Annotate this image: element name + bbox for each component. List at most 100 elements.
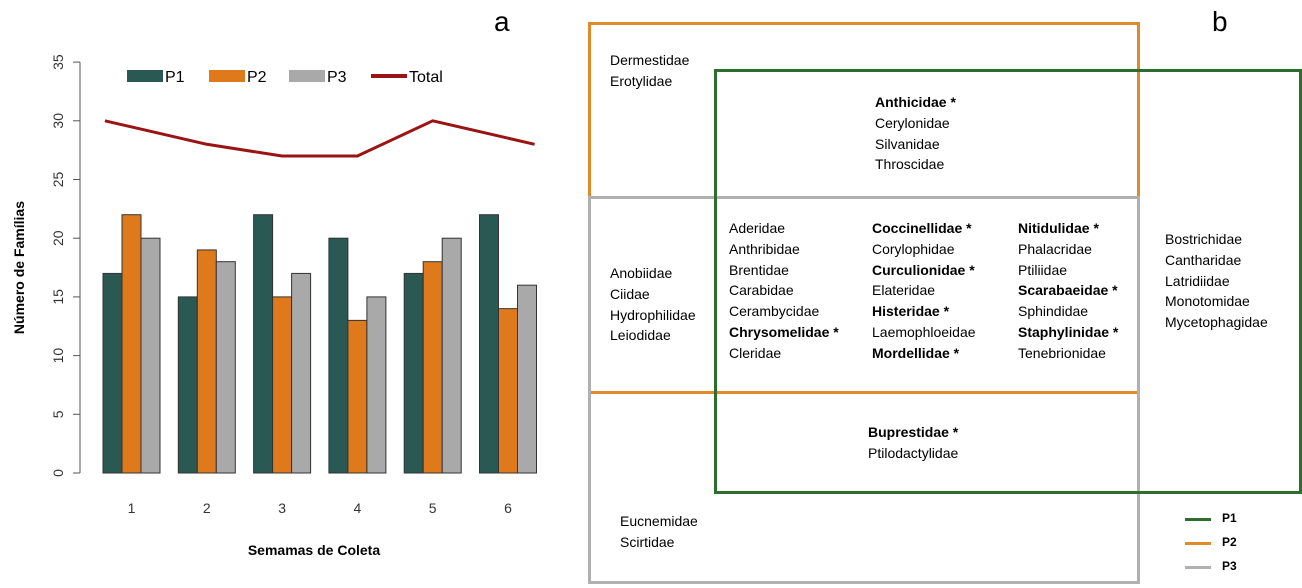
- y-tick-label: 0: [50, 469, 66, 477]
- legend-label-p3: P3: [327, 69, 347, 86]
- shared-families-col-2: Coccinellidae * Corylophidae Curculionidae…: [872, 218, 976, 364]
- family-name: Laemophloeidae: [872, 323, 976, 340]
- bar-p3-week-2: [215, 261, 236, 474]
- bar-chart-panel: a 0 5 10 15 20 25 30 35 Número de Famílias 1 2 3 4 5 6 S…: [0, 0, 560, 583]
- x-tick-label: 3: [278, 500, 286, 516]
- p1-p2-families: Anthicidae * Cerylonidae Silvanidae Throsci…: [875, 92, 956, 175]
- family-name: Monotomidae: [1165, 293, 1250, 310]
- x-axis-title: Semamas de Coleta: [248, 542, 380, 558]
- family-name: Cantharidae: [1165, 251, 1242, 268]
- legend-swatch-p2: [209, 70, 245, 82]
- family-name: Hydrophilidae: [610, 306, 696, 323]
- family-name: Brentidae: [729, 261, 789, 278]
- family-name: Corylophidae: [872, 240, 955, 257]
- family-name: Cerambycidae: [729, 303, 820, 320]
- legend-label-p2: P2: [1222, 535, 1237, 549]
- bar-p3-week-6: [517, 284, 537, 474]
- x-tick-label: 5: [429, 500, 437, 516]
- family-name: Throscidae: [875, 156, 945, 173]
- bar-p2-week-5: [422, 261, 443, 474]
- family-name: Bostrichidae: [1165, 231, 1243, 247]
- family-name: Chrysomelidae *: [729, 323, 839, 340]
- family-name: Coccinellidae *: [872, 220, 972, 236]
- family-name: Anobiidae: [610, 265, 673, 281]
- family-name: Cerylonidae: [875, 114, 950, 131]
- legend-entry-p3: P3: [1185, 559, 1285, 575]
- legend-swatch-p3: [1185, 566, 1211, 569]
- x-tick-label: 2: [203, 500, 211, 516]
- family-name: Nitidulidae *: [1018, 220, 1099, 236]
- legend-entry-p1: P1: [1185, 511, 1285, 527]
- legend-label-p1: P1: [1222, 511, 1237, 525]
- family-name: Phalacridae: [1018, 240, 1092, 257]
- bar-p1-week-4: [328, 237, 349, 474]
- panel-label-b: b: [1212, 6, 1228, 37]
- legend-entry-p2: P2: [1185, 535, 1285, 551]
- bar-p2-week-6: [498, 308, 518, 474]
- family-name: Scirtidae: [620, 533, 675, 550]
- family-name: Tenebrionidae: [1018, 344, 1106, 361]
- series-line-total: [104, 119, 535, 158]
- family-name: Mycetophagidae: [1165, 314, 1268, 331]
- p1-only-families: Bostrichidae Cantharidae Latridiidae Monoto…: [1165, 229, 1268, 333]
- family-name: Silvanidae: [875, 135, 940, 152]
- y-tick-label: 10: [50, 348, 66, 364]
- bar-p2-week-2: [196, 249, 217, 474]
- x-tick-label: 6: [504, 500, 512, 516]
- bar-p3-week-5: [441, 237, 462, 474]
- family-name: Carabidae: [729, 282, 794, 299]
- legend-label-p1: P1: [165, 69, 185, 86]
- family-name: Histeridae *: [872, 303, 950, 320]
- legend-label-p2: P2: [247, 69, 267, 86]
- panel-label-a: a: [494, 6, 510, 37]
- p2-only-families: Dermestidae Erotylidae: [610, 50, 689, 92]
- bar-p3-week-1: [140, 237, 161, 474]
- family-name: Mordellidae *: [872, 344, 960, 361]
- venn-diagram-panel: b Dermestidae Erotylidae Anthicidae * Cery…: [560, 0, 1302, 584]
- family-name: Cleridae: [729, 344, 782, 361]
- legend-swatch-p2: [1185, 542, 1211, 545]
- legend-swatch-p3: [289, 70, 325, 82]
- family-name: Sphindidae: [1018, 303, 1089, 320]
- legend-swatch-p1: [127, 70, 163, 82]
- family-name: Staphylinidae *: [1018, 323, 1119, 340]
- family-name: Ptiliidae: [1018, 261, 1068, 278]
- bar-p3-week-3: [291, 272, 312, 474]
- y-tick-label: 25: [50, 172, 66, 188]
- y-tick-label: 20: [50, 230, 66, 246]
- p3-only-families: Eucnemidae Scirtidae: [620, 511, 698, 553]
- bar-p1-week-2: [177, 296, 198, 474]
- family-name: Aderidae: [729, 220, 786, 236]
- x-tick-label: 1: [128, 500, 136, 516]
- bar-p2-week-4: [347, 319, 368, 474]
- family-name: Elateridae: [872, 282, 936, 299]
- family-name: Buprestidae *: [868, 424, 959, 440]
- family-name: Latridiidae: [1165, 272, 1230, 289]
- bar-p1-week-6: [479, 214, 499, 474]
- family-name: Dermestidae: [610, 52, 690, 68]
- legend-swatch-p1: [1185, 518, 1211, 521]
- shared-families-col-1: Aderidae Anthribidae Brentidae Carabidae Cer…: [729, 218, 839, 364]
- family-name: Anthribidae: [729, 240, 800, 257]
- family-name: Scarabaeidae *: [1018, 282, 1118, 299]
- y-tick-label: 30: [50, 113, 66, 129]
- y-tick-label: 5: [50, 410, 66, 418]
- bar-p1-week-3: [253, 214, 274, 474]
- p2-p3-families: Anobiidae Ciidae Hydrophilidae Leiodidae: [610, 263, 696, 346]
- bar-p1-week-1: [102, 272, 123, 474]
- x-tick-label: 4: [354, 500, 362, 516]
- legend-label-total: Total: [409, 69, 443, 86]
- bar-chart: a 0 5 10 15 20 25 30 35 Número de Famílias 1 2 3 4 5 6 S…: [11, 6, 537, 558]
- bar-p1-week-5: [403, 272, 424, 474]
- p1-set-box: [714, 69, 1302, 494]
- family-name: Curculionidae *: [872, 261, 975, 278]
- bar-p2-week-3: [272, 296, 293, 474]
- family-name: Ptilodactylidae: [868, 444, 959, 461]
- bar-p3-week-4: [366, 296, 387, 474]
- family-name: Eucnemidae: [620, 513, 698, 529]
- family-name: Erotylidae: [610, 72, 673, 89]
- y-tick-label: 35: [50, 54, 66, 70]
- family-name: Leiodidae: [610, 327, 671, 344]
- family-name: Anthicidae *: [875, 94, 956, 110]
- shared-families-col-3: Nitidulidae * Phalacridae Ptiliidae Scaraba…: [1018, 218, 1118, 364]
